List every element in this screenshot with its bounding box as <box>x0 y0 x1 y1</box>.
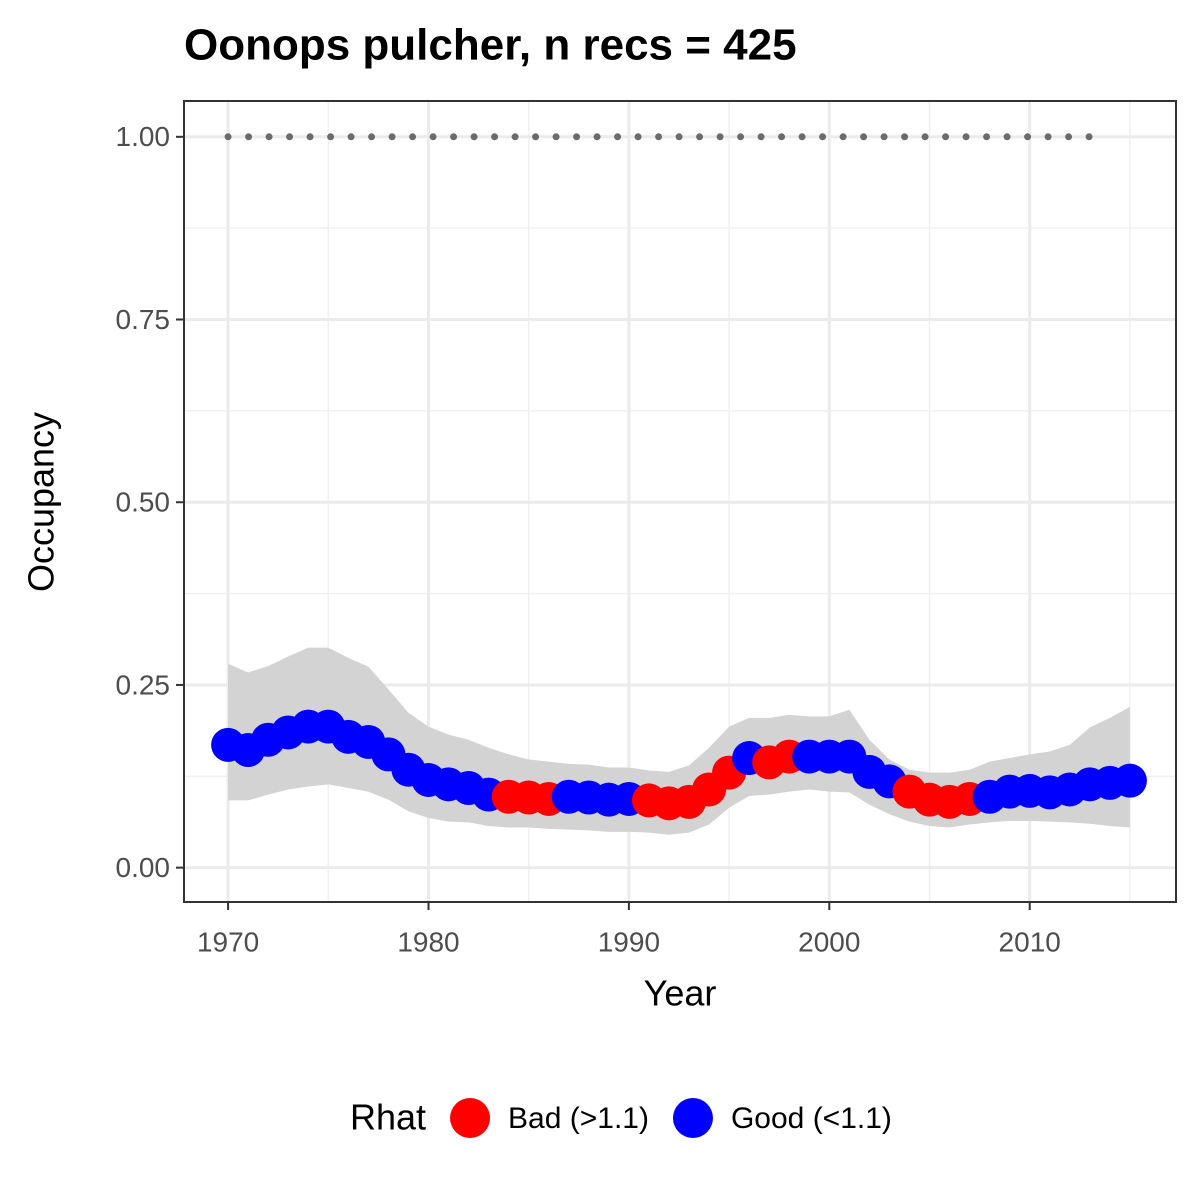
x-axis-title: Year <box>644 973 717 1014</box>
point <box>1112 763 1147 798</box>
legend-marker <box>450 1098 491 1138</box>
y-tick-label: 0.50 <box>116 487 171 518</box>
y-tick-label: 1.00 <box>116 121 171 152</box>
y-tick-label: 0.75 <box>116 304 171 335</box>
x-tick-label: 2010 <box>999 926 1061 957</box>
y-tick-label: 0.25 <box>116 669 171 700</box>
legend-label: Bad (>1.1) <box>508 1102 649 1135</box>
x-tick-label: 1970 <box>197 926 259 957</box>
chart-title: Oonops pulcher, n recs = 425 <box>184 21 797 70</box>
x-tick-label: 1980 <box>397 926 459 957</box>
x-tick-label: 1990 <box>598 926 660 957</box>
legend-title: Rhat <box>350 1097 426 1138</box>
panel-border <box>183 100 1177 903</box>
x-tick-label: 2000 <box>798 926 860 957</box>
legend-marker <box>672 1098 713 1138</box>
y-tick-label: 0.00 <box>116 852 171 883</box>
legend-label: Good (<1.1) <box>731 1102 892 1135</box>
y-axis-title: Occupancy <box>21 412 62 592</box>
